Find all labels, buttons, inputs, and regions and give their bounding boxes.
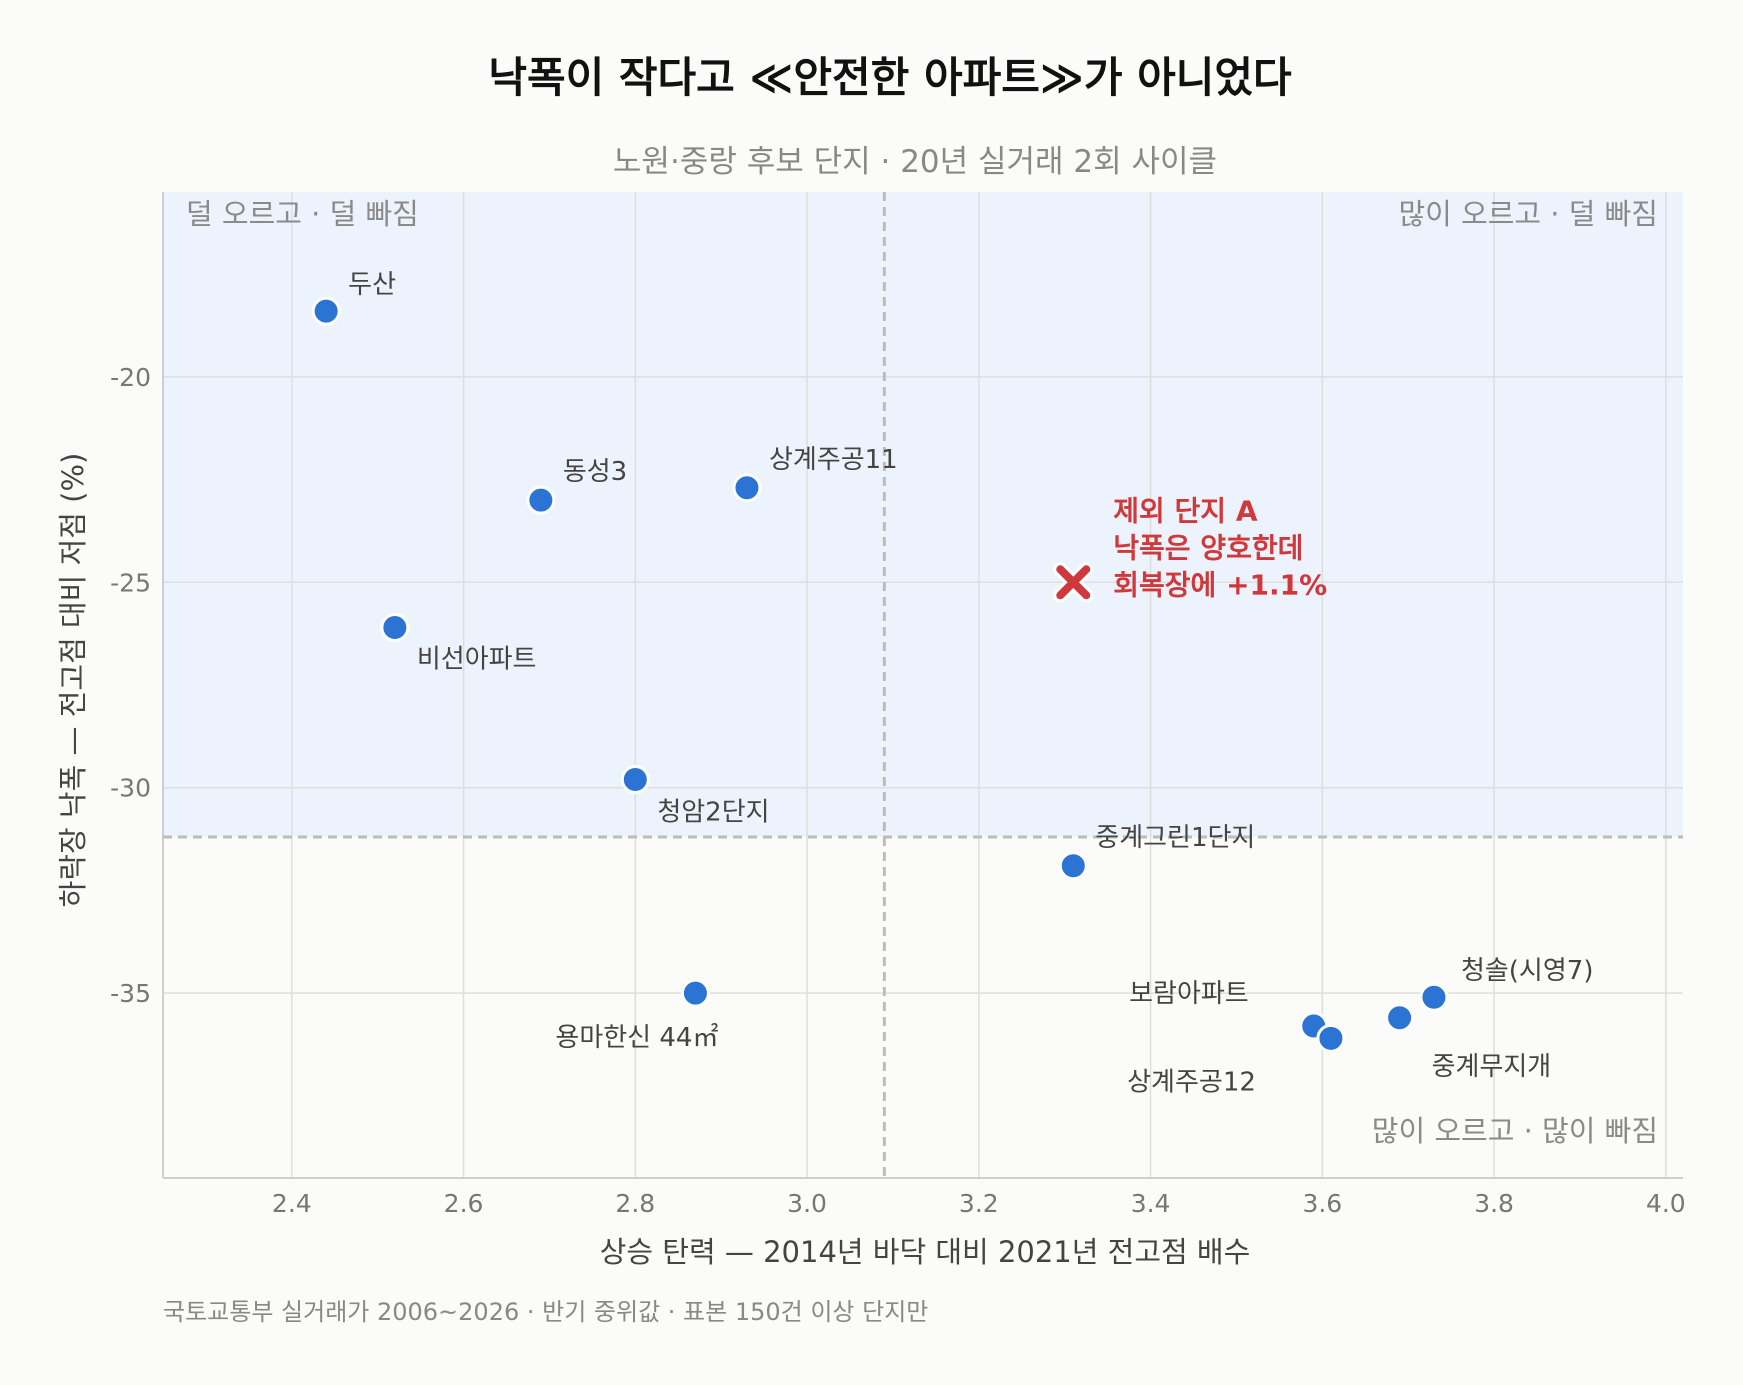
y-tick-labels: -20 -25 -30 -35 [110, 363, 151, 1008]
data-point [311, 296, 341, 326]
point-label: 청솔(시영7) [1461, 956, 1594, 986]
data-point [526, 485, 556, 515]
upper-shaded-region [163, 192, 1683, 838]
point-label: 보람아파트 [1129, 979, 1249, 1009]
x-tick-label: 2.8 [615, 1189, 655, 1218]
excluded-point-label-line: 제외 단지 A [1113, 494, 1258, 527]
point-label: 청암2단지 [657, 797, 769, 827]
quadrant-label-top-left: 덜 오르고 · 덜 빠짐 [186, 197, 419, 231]
x-axis-label: 상승 탄력 — 2014년 바닥 대비 2021년 전고점 배수 [600, 1235, 1251, 1269]
point-label: 두산 [348, 270, 396, 300]
x-tick-label: 3.8 [1474, 1189, 1514, 1218]
data-point [1316, 1023, 1346, 1053]
y-tick-label: -20 [110, 363, 151, 392]
plot-area: 2.4 2.6 2.8 3.0 3.2 3.4 3.6 3.8 4.0 -20 -25 -30 -35… [110, 192, 1686, 1218]
point-label: 비선아파트 [417, 644, 537, 674]
excluded-point-label-line: 낙폭은 양호한데 [1113, 531, 1303, 564]
quadrant-label-top-right: 많이 오르고 · 덜 빠짐 [1398, 197, 1658, 231]
axes-lines [162, 192, 1683, 1179]
grid-lines [163, 192, 1683, 1178]
point-label: 상계주공12 [1127, 1067, 1256, 1097]
excluded-point-marker [1056, 565, 1091, 600]
data-point [680, 978, 710, 1008]
x-tick-label: 3.4 [1131, 1189, 1171, 1218]
data-point [1385, 1003, 1415, 1033]
data-point [732, 473, 762, 503]
point-label: 중계그린1단지 [1095, 823, 1255, 853]
x-tick-labels: 2.4 2.6 2.8 3.0 3.2 3.4 3.6 3.8 4.0 [272, 1189, 1686, 1218]
y-tick-label: -35 [110, 979, 151, 1008]
data-points [311, 296, 1449, 1053]
quadrant-label-bottom-right: 많이 오르고 · 많이 빠짐 [1372, 1114, 1658, 1148]
source-note: 국토교통부 실거래가 2006~2026 · 반기 중위값 · 표본 150건 … [163, 1298, 928, 1326]
x-tick-label: 2.6 [444, 1189, 484, 1218]
data-point [620, 764, 650, 794]
x-tick-label: 2.4 [272, 1189, 312, 1218]
point-label: 용마한신 44㎡ [555, 1023, 718, 1053]
x-tick-label: 3.0 [787, 1189, 827, 1218]
data-point [1419, 982, 1449, 1012]
excluded-point-label-line: 회복장에 +1.1% [1113, 568, 1327, 601]
chart-title: 낙폭이 작다고 ≪안전한 아파트≫가 아니었다 [488, 53, 1292, 102]
point-label: 동성3 [563, 457, 627, 487]
point-label: 상계주공11 [769, 445, 898, 475]
x-tick-label: 3.6 [1302, 1189, 1342, 1218]
x-tick-label: 3.2 [959, 1189, 999, 1218]
y-tick-label: -25 [110, 568, 151, 597]
point-label: 중계무지개 [1432, 1052, 1552, 1082]
x-tick-label: 4.0 [1646, 1189, 1686, 1218]
reference-lines [163, 192, 1683, 1178]
data-point [1058, 851, 1088, 881]
y-axis-label: 하락장 낙폭 — 전고점 대비 저점 (%) [56, 453, 90, 908]
data-point [380, 612, 410, 642]
chart-subtitle: 노원·중랑 후보 단지 · 20년 실거래 2회 사이클 [613, 144, 1217, 180]
y-tick-label: -30 [110, 774, 151, 803]
